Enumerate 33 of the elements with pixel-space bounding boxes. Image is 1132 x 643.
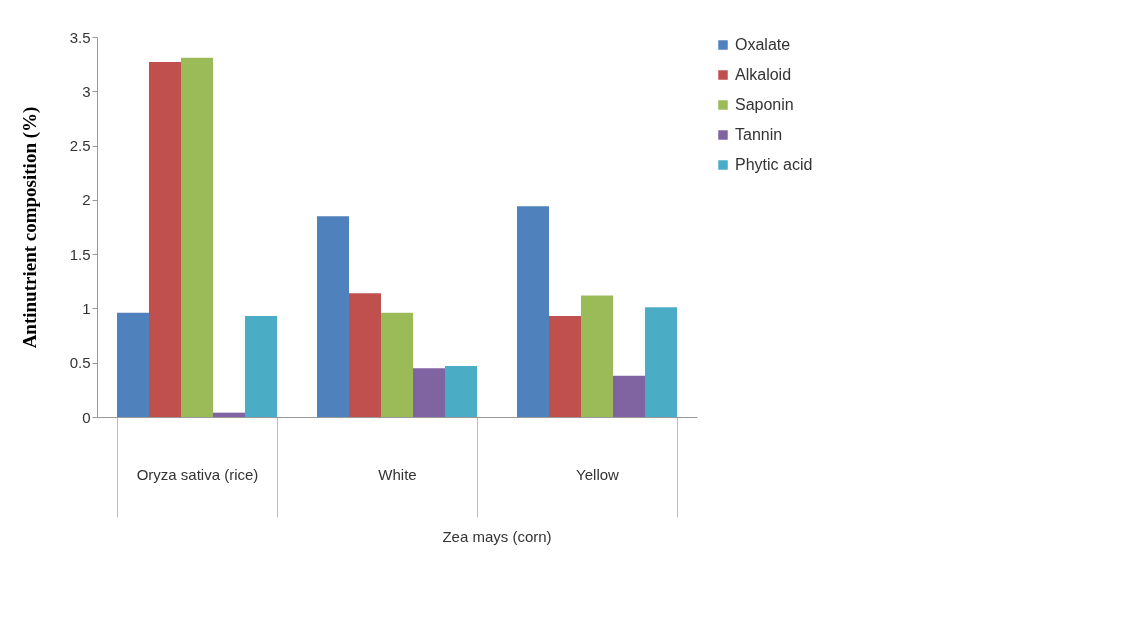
legend-label: Oxalate: [735, 36, 791, 53]
text: Zea mays (corn): [442, 528, 552, 545]
bar: [317, 216, 349, 417]
y-tick-label: 2: [82, 191, 91, 209]
bar: [413, 368, 445, 417]
bar: [149, 61, 181, 417]
y-tick-label: 3: [82, 82, 91, 100]
bar: [117, 312, 149, 417]
y-tick-label: 3.5: [69, 28, 91, 46]
bar: [645, 307, 677, 417]
x-tick-label: White: [378, 465, 417, 483]
legend-label: Tannin: [735, 126, 783, 143]
bar: [581, 295, 613, 417]
bar: [445, 365, 477, 417]
x-tick-label: Oryza sativa (rice): [136, 465, 259, 483]
bar: [213, 412, 245, 417]
y-tick-label: 2.5: [69, 137, 91, 155]
bar: [181, 57, 213, 417]
bar: [245, 316, 277, 417]
y-tick-label: 0: [82, 408, 91, 426]
bar: [517, 206, 549, 417]
y-tick-label: 1: [82, 299, 91, 317]
bar: [549, 316, 581, 417]
legend-label: Saponin: [735, 96, 794, 113]
bar: [613, 375, 645, 417]
legend-label: Phytic acid: [735, 156, 813, 173]
y-axis-title: Antinutrient composition (%): [18, 106, 41, 349]
bar: [381, 312, 413, 417]
y-tick-label: 0.5: [69, 354, 91, 372]
bar: [349, 293, 381, 417]
x-tick-label: Yellow: [576, 465, 620, 483]
y-tick-label: 1.5: [69, 245, 91, 263]
legend-label: Alkaloid: [735, 66, 792, 83]
